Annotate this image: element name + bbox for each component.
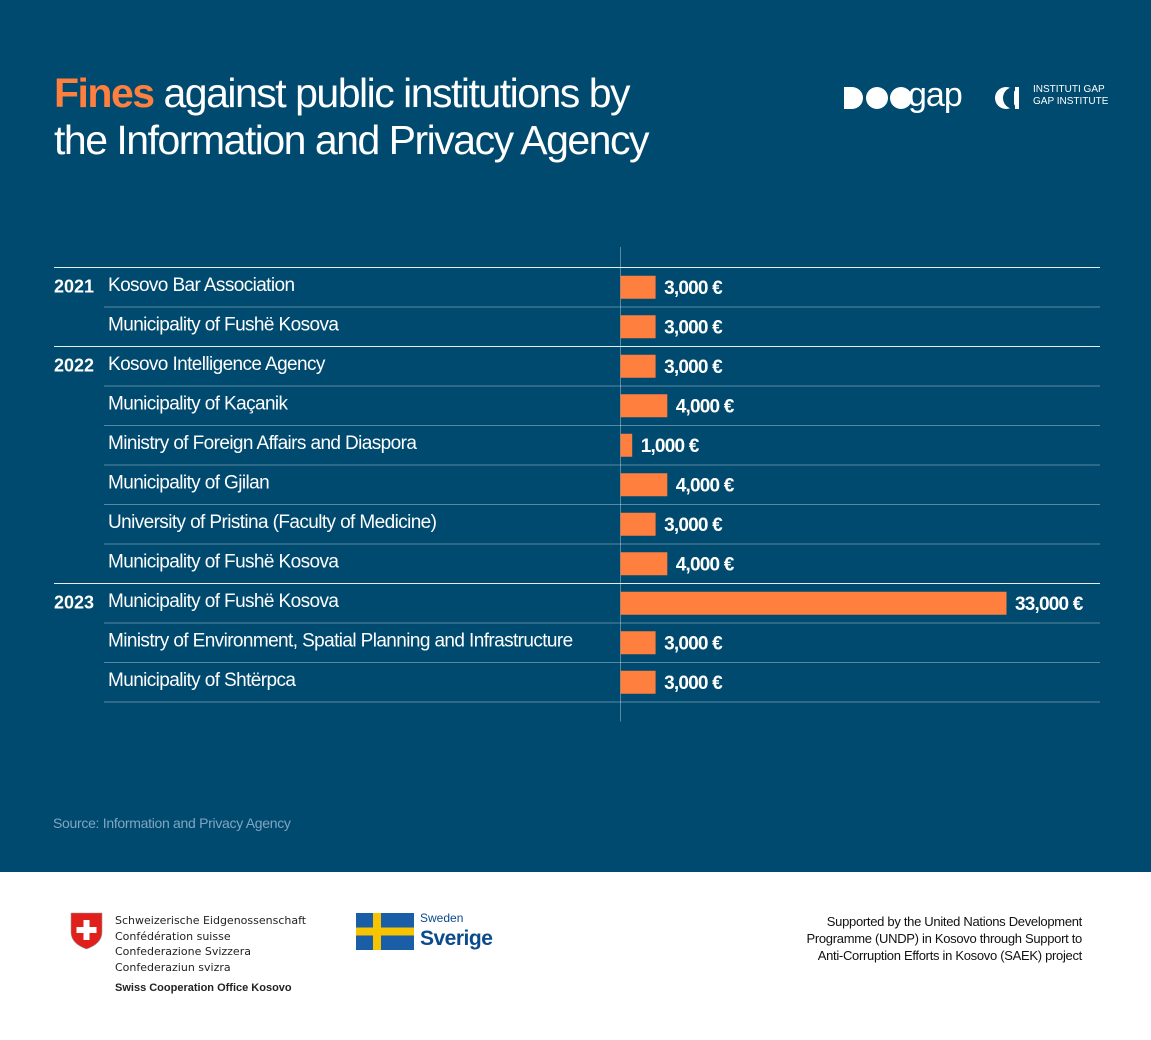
title-line2: the Information and Privacy Agency	[54, 117, 649, 163]
logo-line-2: GAP INSTITUTE	[1033, 96, 1109, 107]
institution-label: Municipality of Fushë Kosova	[108, 591, 339, 612]
institution-label: Municipality of Fushë Kosova	[108, 314, 339, 335]
bar	[620, 473, 668, 497]
swiss-line: Confederaziun svizra	[115, 960, 231, 974]
value-label: 4,000 €	[676, 554, 735, 575]
undp-support-note: Supported by the United Nations Developm…	[740, 913, 1082, 964]
support-line: Supported by the United Nations Developm…	[826, 914, 1083, 929]
swiss-shield-icon	[70, 912, 103, 950]
logo-dots-icon	[844, 87, 912, 109]
support-line: Programme (UNDP) in Kosovo through Suppo…	[806, 931, 1082, 946]
value-label: 4,000 €	[676, 475, 735, 496]
source-note: Source: Information and Privacy Agency	[53, 815, 291, 831]
swiss-line: Confederazione Svizzera	[115, 945, 251, 958]
institution-label: Kosovo Bar Association	[108, 275, 294, 296]
bar	[620, 512, 656, 536]
institution-label: Ministry of Environment, Spatial Plannin…	[108, 630, 573, 651]
bar	[620, 552, 668, 576]
swiss-line: Confédération suisse	[115, 929, 231, 943]
title-line1: against public institutions by	[153, 70, 630, 116]
sverige-label: Sverige	[420, 927, 493, 950]
sweden-flag-icon	[356, 913, 414, 950]
bar	[620, 670, 656, 694]
bar	[620, 354, 656, 378]
value-label: 3,000 €	[664, 515, 723, 536]
value-label: 1,000 €	[641, 436, 700, 457]
bar	[620, 394, 668, 418]
year-label: 2023	[54, 593, 94, 613]
sweden-label: Sweden	[420, 911, 464, 925]
value-label: 3,000 €	[664, 633, 723, 654]
swiss-office-label: Swiss Cooperation Office Kosovo	[115, 982, 292, 994]
bar	[620, 275, 656, 299]
institution-label: Municipality of Kaçanik	[108, 393, 289, 414]
value-label: 33,000 €	[1015, 594, 1084, 615]
institution-label: Municipality of Fushë Kosova	[108, 551, 339, 572]
chart-title: Fines against public institutions by the …	[54, 70, 754, 164]
swiss-confederation-text: Schweizerische Eidgenossenschaft Confédé…	[115, 913, 306, 975]
logo-half-dot-icon	[995, 87, 1019, 109]
institution-label: University of Pristina (Faculty of Medic…	[108, 512, 437, 533]
institution-label: Kosovo Intelligence Agency	[108, 354, 326, 375]
institution-label: Municipality of Shtërpca	[108, 670, 296, 691]
value-label: 3,000 €	[664, 673, 723, 694]
value-label: 3,000 €	[664, 357, 723, 378]
logo-institute-name: INSTITUTI GAP GAP INSTITUTE	[1033, 84, 1108, 108]
year-label: 2021	[54, 277, 94, 297]
bar	[620, 631, 656, 655]
title-accent: Fines	[54, 70, 155, 116]
bar	[620, 591, 1007, 615]
gap-institute-logo: gap INSTITUTI GAP GAP INSTITUTE	[842, 78, 1108, 122]
institution-label: Ministry of Foreign Affairs and Diaspora	[108, 433, 417, 454]
value-label: 3,000 €	[664, 317, 723, 338]
year-label: 2022	[54, 356, 94, 376]
swiss-line: Schweizerische Eidgenossenschaft	[115, 914, 307, 927]
infographic-panel	[0, 0, 1151, 872]
fines-bar-chart: 2021 Kosovo Bar Association 3,000 € Municip…	[54, 247, 1100, 722]
logo-line-1: INSTITUTI GAP	[1033, 84, 1105, 95]
bar	[620, 315, 656, 339]
support-line: Anti-Corruption Efforts in Kosovo (SAEK)…	[817, 948, 1083, 963]
value-label: 3,000 €	[664, 278, 723, 299]
value-label: 4,000 €	[676, 396, 735, 417]
institution-label: Municipality of Gjilan	[108, 472, 269, 493]
bar	[620, 433, 633, 457]
logo-wordmark: gap	[908, 76, 963, 114]
